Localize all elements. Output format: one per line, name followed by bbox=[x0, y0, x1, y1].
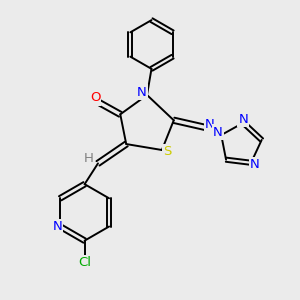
Text: O: O bbox=[90, 92, 100, 104]
Text: S: S bbox=[163, 145, 171, 158]
Text: N: N bbox=[250, 158, 260, 171]
Text: N: N bbox=[52, 220, 62, 233]
Text: N: N bbox=[205, 118, 214, 131]
Text: N: N bbox=[137, 85, 147, 98]
Text: N: N bbox=[238, 113, 248, 126]
Text: H: H bbox=[83, 152, 93, 165]
Text: N: N bbox=[213, 125, 223, 139]
Text: Cl: Cl bbox=[78, 256, 91, 269]
